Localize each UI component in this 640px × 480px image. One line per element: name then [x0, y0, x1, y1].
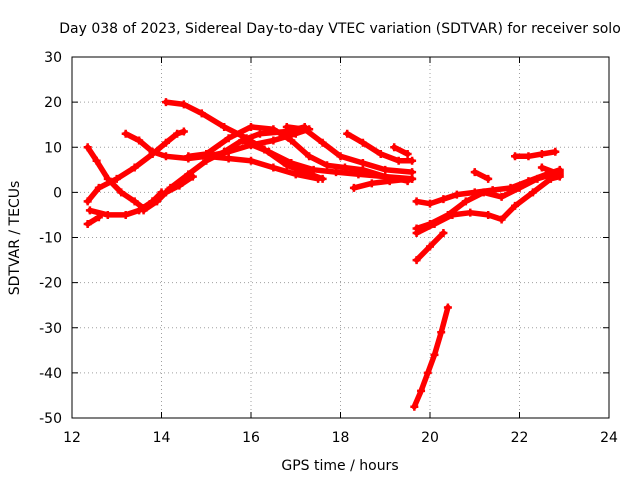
- x-tick-label: 12: [63, 430, 81, 446]
- chart-background: [0, 0, 640, 480]
- x-tick-label: 18: [332, 430, 350, 446]
- y-tick-label: 20: [44, 95, 62, 111]
- y-axis-label: SDTVAR / TECUs: [7, 181, 23, 296]
- chart-title: Day 038 of 2023, Sidereal Day-to-day VTE…: [59, 21, 621, 37]
- y-tick-label: 30: [44, 50, 62, 66]
- y-tick-label: -40: [39, 366, 62, 382]
- x-tick-label: 14: [153, 430, 171, 446]
- x-tick-label: 20: [421, 430, 439, 446]
- sdtvar-chart: Day 038 of 2023, Sidereal Day-to-day VTE…: [0, 0, 640, 480]
- x-axis-label: GPS time / hours: [281, 458, 398, 474]
- y-tick-label: -50: [39, 411, 62, 427]
- y-tick-label: -10: [39, 231, 62, 247]
- y-tick-label: -30: [39, 321, 62, 337]
- x-tick-label: 22: [511, 430, 529, 446]
- x-tick-label: 24: [600, 430, 618, 446]
- x-tick-label: 16: [242, 430, 260, 446]
- y-tick-label: -20: [39, 276, 62, 292]
- y-tick-label: 10: [44, 140, 62, 156]
- y-tick-label: 0: [53, 185, 62, 201]
